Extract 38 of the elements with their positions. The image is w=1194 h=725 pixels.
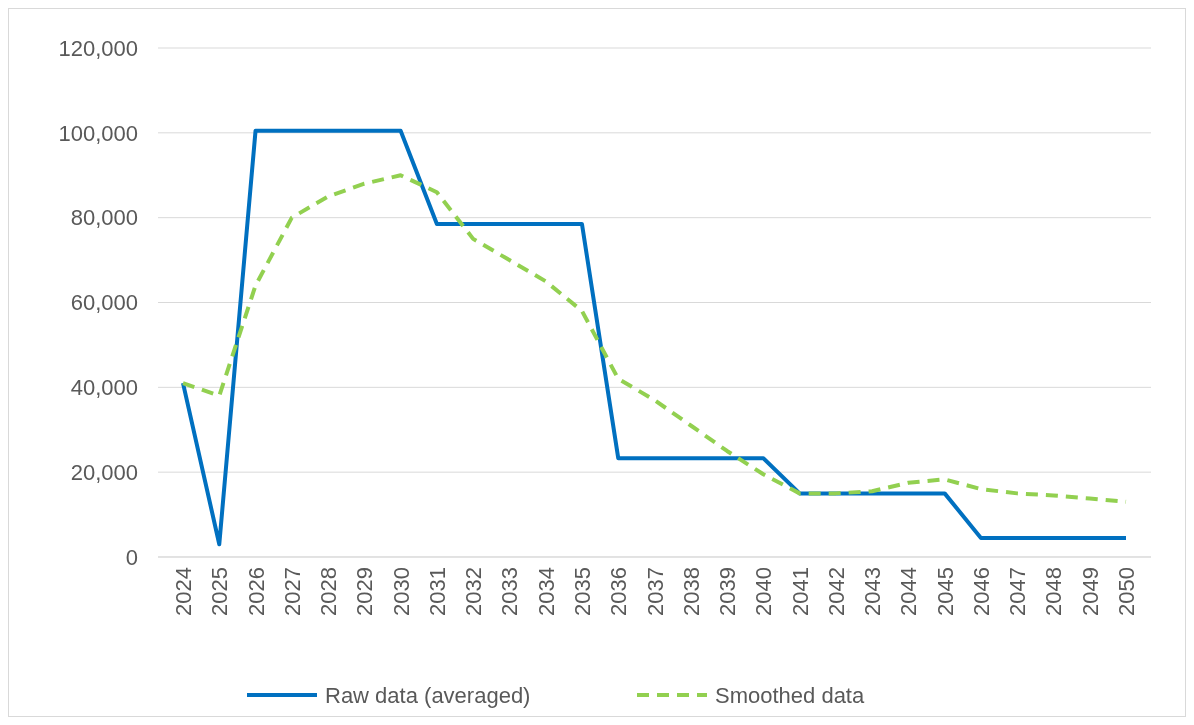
x-tick-label: 2033 (497, 567, 523, 616)
x-tick-label: 2030 (388, 567, 414, 616)
legend-label: Raw data (averaged) (325, 682, 531, 708)
x-tick-label: 2046 (968, 567, 994, 616)
x-tick-label: 2028 (316, 567, 342, 616)
y-tick-label: 40,000 (70, 375, 138, 401)
y-tick-label: 80,000 (70, 205, 138, 231)
x-tick-label: 2024 (171, 567, 196, 616)
y-tick-label: 100,000 (58, 120, 138, 146)
x-tick-label: 2031 (424, 567, 450, 616)
y-tick-label: 20,000 (70, 459, 138, 485)
x-tick-label: 2027 (279, 567, 305, 616)
x-tick-label: 2035 (569, 567, 595, 616)
x-tick-label: 2036 (606, 567, 632, 616)
x-tick-label: 2043 (860, 567, 886, 616)
x-tick-label: 2048 (1041, 567, 1067, 616)
x-tick-label: 2037 (642, 567, 668, 616)
x-tick-label: 2029 (352, 567, 378, 616)
line-series (181, 128, 1128, 547)
y-tick-label: 0 (125, 544, 138, 570)
x-tick-label: 2040 (751, 567, 777, 616)
x-tick-label: 2025 (207, 567, 233, 616)
x-tick-label: 2045 (932, 567, 958, 616)
x-tick-label: 2050 (1114, 567, 1139, 616)
x-tick-label: 2039 (715, 567, 741, 616)
line-series (181, 173, 1128, 504)
legend-label: Smoothed data (715, 682, 865, 708)
x-tick-label: 2026 (243, 567, 269, 616)
x-tick-label: 2038 (678, 567, 704, 616)
x-tick-label: 2049 (1077, 567, 1103, 616)
x-tick-label: 2047 (1005, 567, 1031, 616)
x-tick-label: 2032 (461, 567, 487, 616)
x-tick-label: 2042 (823, 567, 849, 616)
y-tick-label: 60,000 (70, 290, 138, 316)
x-tick-label: 2044 (896, 567, 922, 616)
x-tick-label: 2034 (533, 567, 559, 616)
x-tick-label: 2041 (787, 567, 813, 616)
y-tick-label: 120,000 (58, 35, 138, 61)
